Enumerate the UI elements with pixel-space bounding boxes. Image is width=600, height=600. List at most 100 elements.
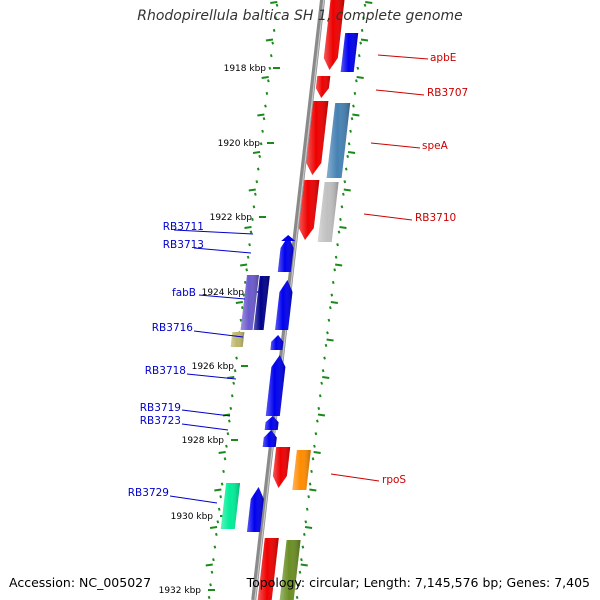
gene-label: RB3719 (140, 402, 181, 414)
scale-major-tick (261, 76, 269, 79)
label-leader (377, 54, 429, 60)
scale-major-tick (205, 563, 213, 567)
scale-label: 1918 kbp (224, 64, 267, 74)
scale-tick (264, 104, 267, 108)
scale-tick (329, 306, 332, 310)
scale-tick (347, 142, 351, 146)
scale-tick (213, 545, 217, 549)
scale-tick (360, 28, 364, 33)
scale-label: 1922 kbp (210, 213, 253, 223)
scale-tick (209, 583, 212, 587)
label-leader (370, 142, 421, 149)
scale-tick (246, 255, 250, 259)
accession-text: Accession: NC_005027 (9, 575, 152, 590)
scale-tick (241, 306, 244, 310)
scale-tick (308, 482, 312, 486)
scale-label: 1924 kbp (202, 288, 245, 298)
gene-feature-shading (292, 450, 311, 490)
gene-label: speA (422, 140, 449, 152)
scale-major-tick (347, 151, 356, 154)
scale-tick (337, 230, 341, 234)
scale-major-tick (322, 376, 330, 379)
scale-tick (248, 243, 251, 247)
gene-feature-shading (262, 430, 277, 447)
scale-tick (275, 3, 279, 7)
scale-major-tick (209, 526, 218, 529)
scale-tick (349, 129, 352, 133)
gene-feature-shading (315, 76, 331, 98)
gene-label: RB3713 (163, 239, 204, 251)
gene-feature-shading (277, 236, 294, 272)
scale-major-tick (248, 188, 256, 192)
scale-tick (357, 54, 361, 58)
scale-tick (343, 180, 347, 184)
scale-tick (255, 180, 259, 184)
scale-major-tick (270, 1, 278, 4)
scale-tick (318, 394, 322, 398)
scale-tick (339, 217, 342, 222)
scale-tick (323, 356, 326, 360)
gene-feature-shading (317, 182, 339, 242)
scale-tick (336, 243, 339, 247)
scale-tick (311, 457, 315, 461)
scale-tick (298, 570, 302, 574)
label-leader (181, 423, 229, 431)
scale-tick (330, 293, 334, 297)
scale-tick (300, 558, 303, 562)
scale-major-tick (240, 263, 248, 267)
scale-tick (352, 104, 355, 108)
scale-major-tick (244, 226, 252, 229)
gene-feature-shading (270, 335, 284, 350)
scale-tick (232, 381, 236, 385)
scale-tick (356, 66, 360, 70)
gene-feature-shading (265, 355, 286, 416)
scale-tick (239, 318, 243, 322)
scale-tick (333, 268, 337, 272)
scale-tick (227, 419, 231, 423)
scale-tick (320, 381, 324, 385)
gene-label: RB3718 (145, 365, 186, 377)
scale-tick (346, 154, 350, 159)
scale-major-tick (309, 488, 317, 492)
label-leader (363, 213, 413, 221)
scale-tick (258, 154, 262, 159)
scale-tick (324, 343, 328, 348)
scale-tick (212, 558, 215, 562)
scale-major-tick (252, 151, 261, 154)
scale-tick (262, 117, 266, 121)
scale-label: 1930 kbp (171, 512, 214, 522)
gene-label: RB3716 (152, 322, 194, 334)
scale-tick (363, 3, 367, 7)
scale-tick (271, 41, 275, 45)
scale-major-tick (360, 38, 369, 42)
scale-major-tick (300, 563, 308, 567)
scale-tick (304, 520, 308, 524)
gene-feature-shading (323, 0, 345, 70)
gene-feature-shading (272, 447, 291, 488)
gene-feature-shading (257, 538, 279, 600)
gene-label: apbE (430, 52, 456, 64)
gene-feature-shading (247, 487, 264, 532)
scale-tick (295, 595, 299, 600)
scale-major-tick (265, 38, 274, 42)
label-leader (193, 247, 252, 254)
scale-tick (269, 54, 273, 58)
gene-feature-shading (240, 275, 259, 330)
scale-label: 1926 kbp (192, 362, 235, 372)
gene-feature-shading (275, 280, 293, 330)
scale-major-tick (335, 263, 343, 267)
scale-tick (217, 507, 221, 511)
scale-tick (222, 469, 225, 474)
scale-tick (315, 419, 319, 423)
scale-tick (314, 432, 318, 436)
scale-tick (252, 205, 256, 209)
scale-tick (353, 91, 357, 96)
scale-label: 1932 kbp (159, 586, 202, 596)
gene-label: RB3710 (415, 212, 456, 224)
scale-major-tick (304, 526, 313, 529)
gene-label: RB3723 (140, 415, 181, 427)
gene-feature-shading (253, 276, 270, 330)
scale-label: 1920 kbp (218, 139, 261, 149)
scale-tick (229, 406, 233, 411)
